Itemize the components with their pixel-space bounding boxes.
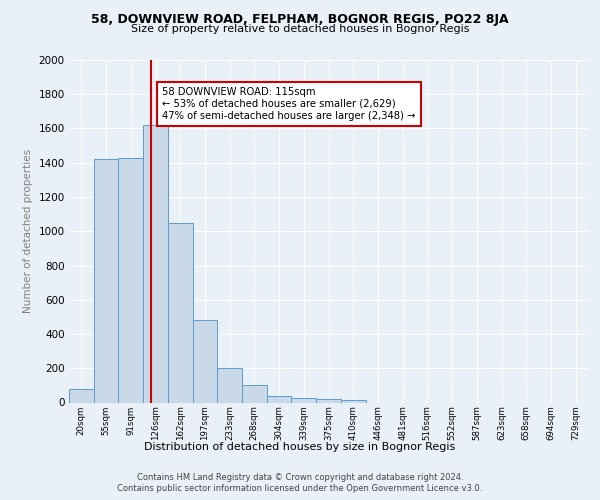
- Bar: [143, 125, 168, 402]
- Text: 58, DOWNVIEW ROAD, FELPHAM, BOGNOR REGIS, PO22 8JA: 58, DOWNVIEW ROAD, FELPHAM, BOGNOR REGIS…: [91, 12, 509, 26]
- Bar: [292, 398, 316, 402]
- Bar: [69, 389, 94, 402]
- Bar: [193, 320, 217, 402]
- Bar: [242, 386, 267, 402]
- Y-axis label: Number of detached properties: Number of detached properties: [23, 149, 33, 314]
- Bar: [267, 396, 292, 402]
- Text: 58 DOWNVIEW ROAD: 115sqm
← 53% of detached houses are smaller (2,629)
47% of sem: 58 DOWNVIEW ROAD: 115sqm ← 53% of detach…: [163, 88, 416, 120]
- Bar: [118, 158, 143, 402]
- Bar: [217, 368, 242, 402]
- Text: Size of property relative to detached houses in Bognor Regis: Size of property relative to detached ho…: [131, 24, 469, 34]
- Bar: [168, 222, 193, 402]
- Bar: [316, 399, 341, 402]
- Text: Contains HM Land Registry data © Crown copyright and database right 2024.: Contains HM Land Registry data © Crown c…: [137, 472, 463, 482]
- Bar: [94, 160, 118, 402]
- Text: Contains public sector information licensed under the Open Government Licence v3: Contains public sector information licen…: [118, 484, 482, 493]
- Bar: [341, 400, 365, 402]
- Text: Distribution of detached houses by size in Bognor Regis: Distribution of detached houses by size …: [145, 442, 455, 452]
